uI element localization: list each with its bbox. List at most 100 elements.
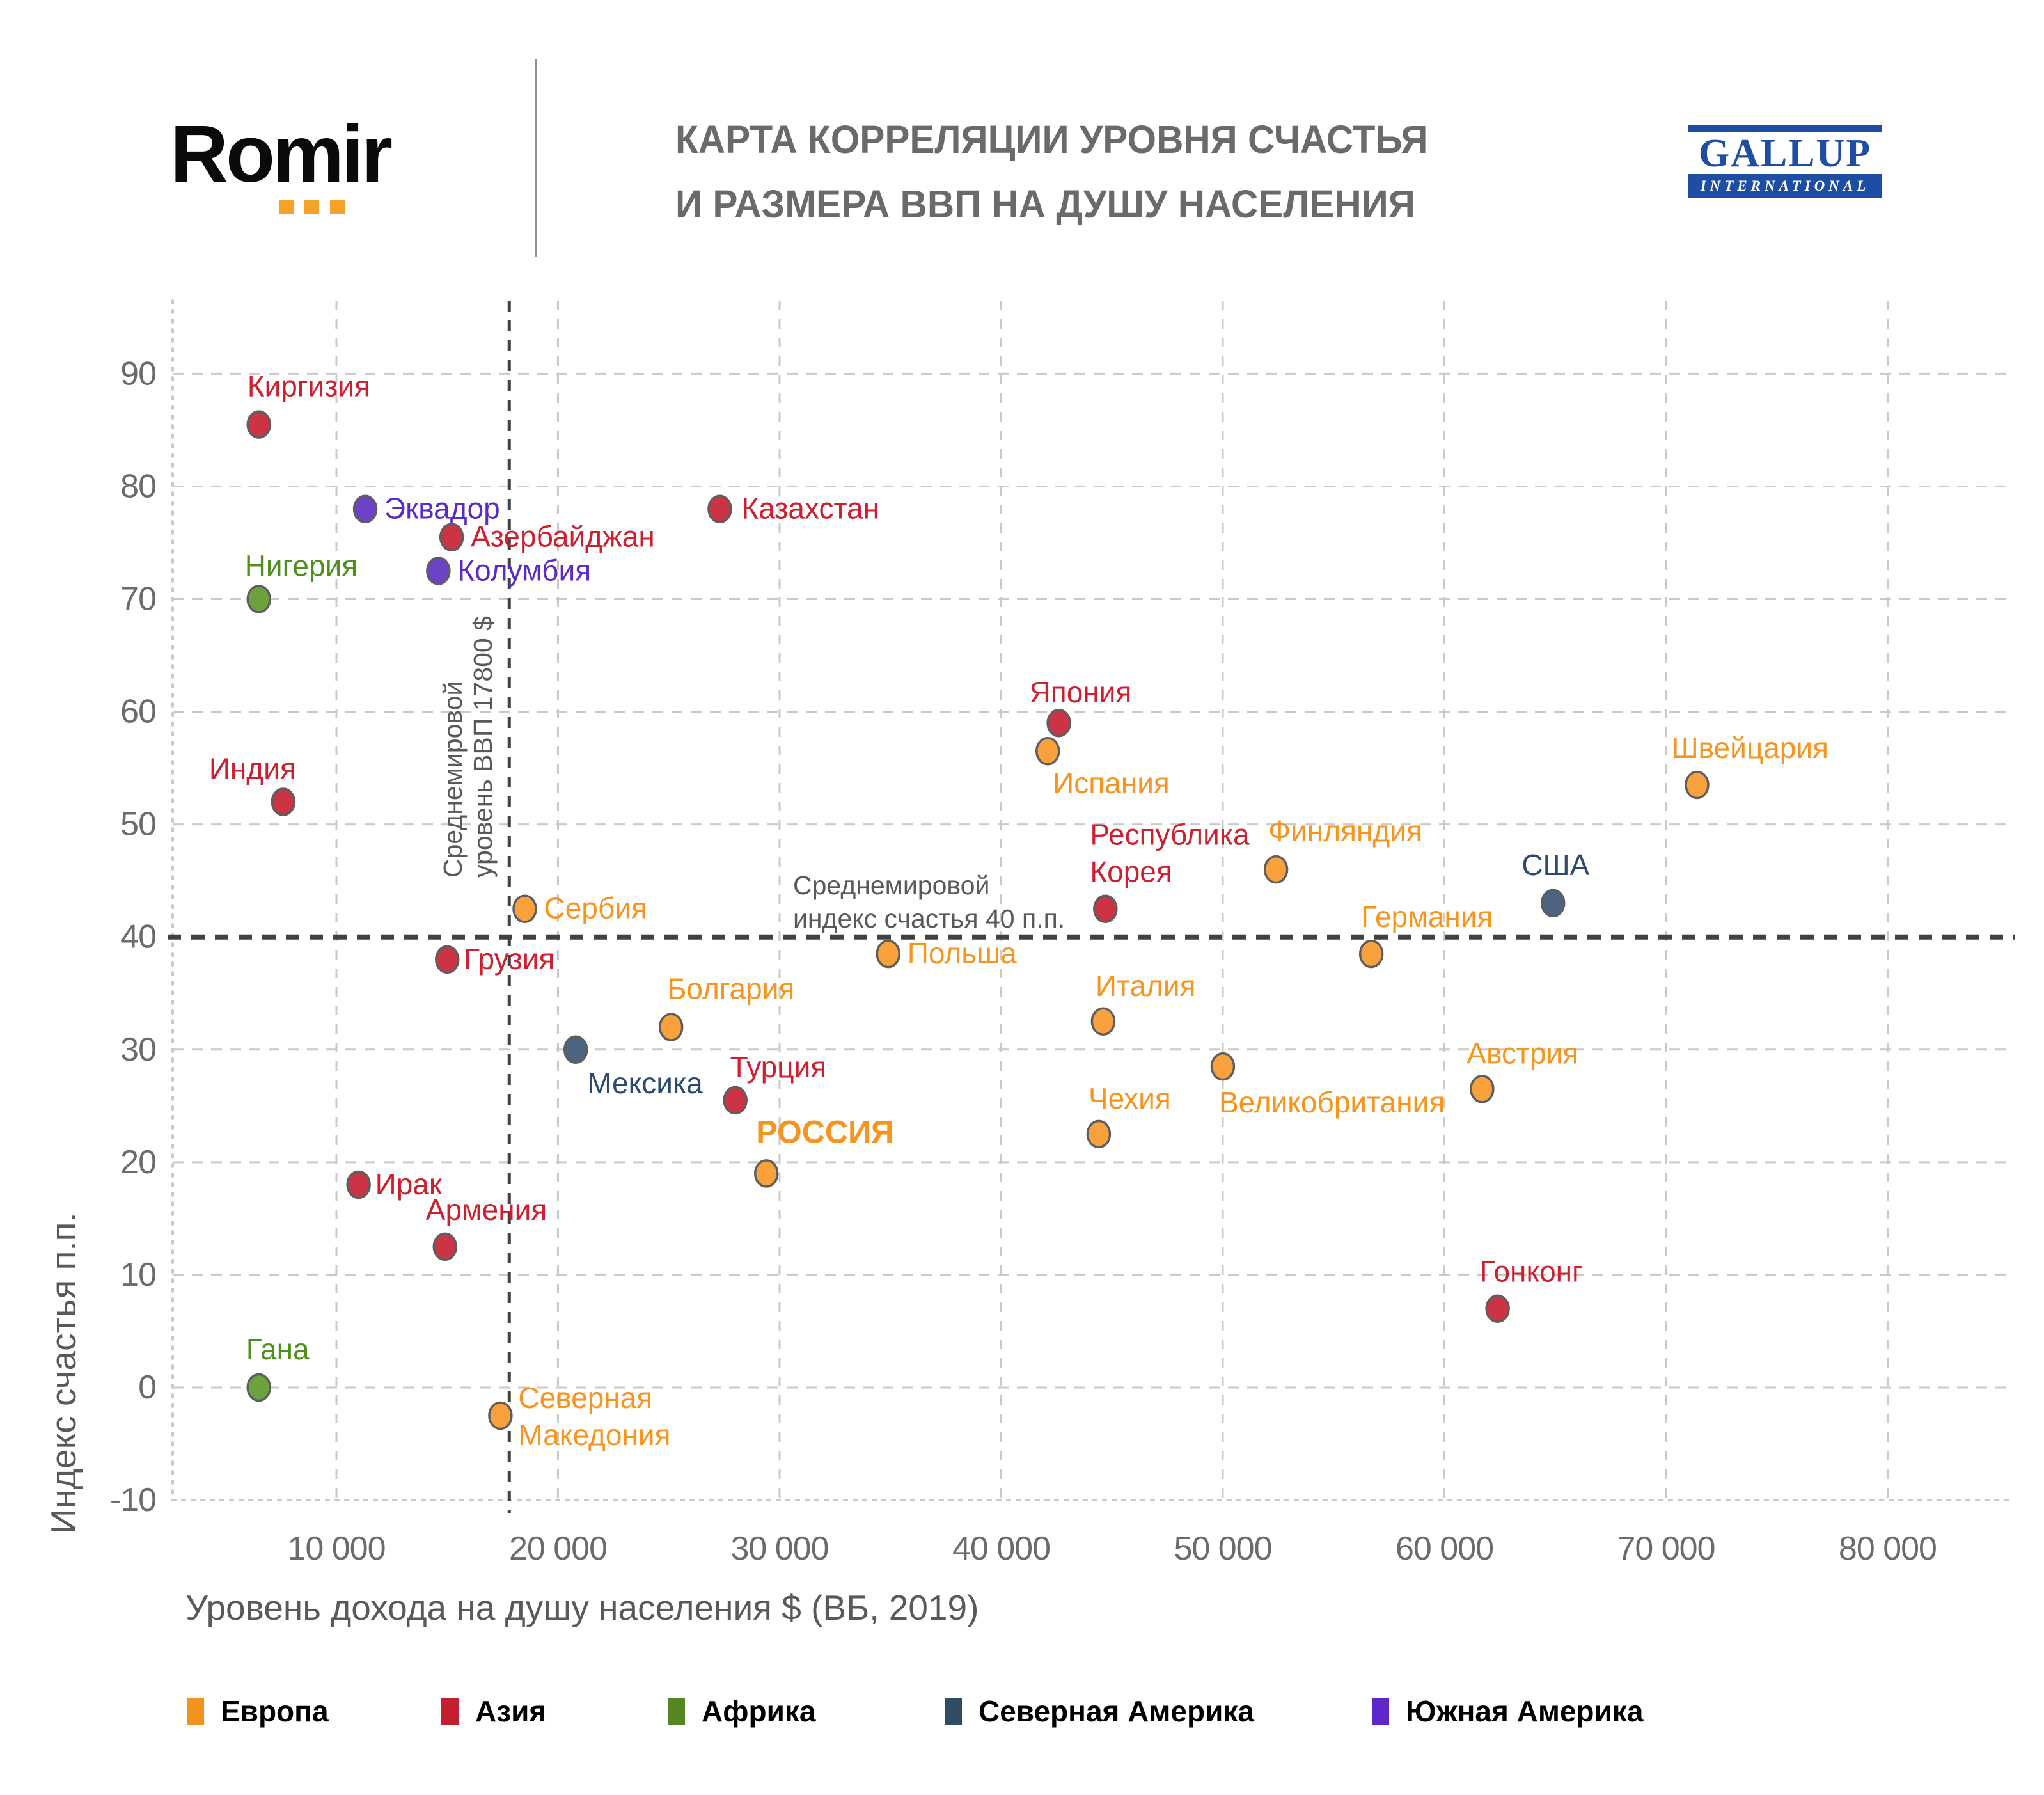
legend-swatch-north-america: [945, 1698, 962, 1725]
point-label-turkey: Турция: [730, 1050, 827, 1084]
data-point-kazakhstan: [707, 494, 732, 523]
y-tick-label-50: 50: [120, 806, 156, 843]
romir-dot: [279, 200, 294, 214]
point-label-bulgaria: Болгария: [667, 972, 794, 1006]
legend-item-europe: Европа: [187, 1694, 329, 1728]
x-tick-label-80000: 80 000: [1839, 1530, 1937, 1567]
legend-item-south-america: Южная Америка: [1372, 1694, 1643, 1728]
point-label-switzerland: Швейцария: [1671, 731, 1828, 764]
data-point-armenia: [432, 1232, 458, 1261]
point-label-germany: Германия: [1361, 900, 1493, 933]
point-label-kyrgyzstan: Киргизия: [248, 370, 370, 403]
data-point-ghana: [246, 1373, 271, 1402]
legend-item-africa: Африка: [668, 1694, 815, 1728]
point-label-finland: Финляндия: [1268, 814, 1422, 848]
romir-logo-text: Romir: [170, 109, 393, 199]
y-tick-label-30: 30: [120, 1031, 156, 1068]
data-point-germany: [1358, 939, 1384, 969]
y-tick-label-60: 60: [120, 693, 156, 731]
x-tick-label-70000: 70 000: [1617, 1530, 1715, 1567]
data-point-north-macedonia: [488, 1401, 513, 1430]
point-label-italy: Италия: [1096, 969, 1196, 1002]
y-tick-label--10: -10: [110, 1482, 156, 1519]
point-label-colombia: Колумбия: [457, 554, 591, 587]
x-tick-label-50000: 50 000: [1174, 1530, 1271, 1567]
point-label-nigeria: Нигерия: [245, 550, 358, 583]
data-point-serbia: [512, 894, 537, 923]
data-point-poland: [876, 939, 901, 969]
point-label-uk: Великобритания: [1219, 1086, 1445, 1119]
data-point-bulgaria: [658, 1013, 684, 1041]
data-point-colombia: [426, 557, 451, 585]
point-label-usa: США: [1521, 848, 1589, 882]
avg-gdp-annotation: Среднемировойуровень ВВП 17800 $: [438, 616, 498, 878]
data-point-spain: [1035, 736, 1060, 766]
point-label-north-macedonia: Северная Македония: [518, 1381, 670, 1451]
legend-swatch-asia: [441, 1698, 459, 1725]
data-point-russia: [753, 1159, 779, 1188]
y-tick-label-0: 0: [138, 1369, 156, 1406]
point-label-iraq: Ирак: [375, 1167, 443, 1201]
legend-swatch-africa: [668, 1698, 685, 1725]
legend-label-africa: Африка: [702, 1695, 816, 1728]
legend-label-asia: Азия: [475, 1695, 547, 1728]
point-label-south-korea: Республика Корея: [1090, 818, 1250, 889]
data-point-georgia: [434, 945, 460, 974]
point-label-poland: Польша: [908, 937, 1017, 970]
y-axis-title: Индекс счастья п.п.: [43, 1212, 83, 1534]
x-tick-label-40000: 40 000: [952, 1530, 1050, 1567]
x-tick-label-60000: 60 000: [1395, 1530, 1493, 1567]
header-divider: [535, 59, 537, 257]
point-label-ghana: Гана: [246, 1332, 310, 1366]
page-title-line2: И РАЗМЕРА ВВП НА ДУШУ НАСЕЛЕНИЯ: [675, 182, 1415, 226]
point-label-spain: Испания: [1053, 766, 1170, 800]
data-point-iraq: [346, 1170, 371, 1199]
y-tick-label-70: 70: [120, 581, 156, 618]
data-point-nigeria: [246, 585, 271, 613]
legend-item-north-america: Северная Америка: [945, 1694, 1254, 1728]
data-point-austria: [1470, 1075, 1495, 1103]
legend-label-europe: Европа: [221, 1695, 329, 1728]
x-tick-label-20000: 20 000: [509, 1530, 607, 1567]
romir-logo-dots: [170, 200, 390, 214]
point-label-serbia: Сербия: [544, 892, 647, 925]
chart-legend: Европа Азия Африка Северная Америка Южна…: [0, 0, 2044, 1728]
point-label-india: Индия: [209, 752, 296, 785]
x-tick-label-30000: 30 000: [730, 1530, 828, 1567]
legend-item-asia: Азия: [441, 1694, 546, 1728]
gallup-logo-subtitle: INTERNATIONAL: [1688, 174, 1882, 198]
data-point-hong-kong: [1485, 1294, 1510, 1323]
y-tick-label-10: 10: [120, 1256, 156, 1293]
data-point-italy: [1090, 1007, 1116, 1036]
legend-swatch-europe: [187, 1698, 204, 1725]
point-label-mexico: Мексика: [587, 1066, 703, 1100]
y-tick-label-80: 80: [120, 468, 156, 505]
data-point-kyrgyzstan: [246, 410, 271, 439]
y-tick-label-90: 90: [120, 355, 156, 392]
data-point-switzerland: [1685, 770, 1710, 800]
romir-dot: [330, 200, 345, 214]
point-label-hong-kong: Гонконг: [1480, 1255, 1583, 1288]
legend-label-south-america: Южная Америка: [1406, 1695, 1644, 1728]
avg-happiness-annotation-line1: Среднемировой: [793, 871, 989, 900]
x-tick-label-10000: 10 000: [287, 1530, 385, 1567]
point-label-japan: Япония: [1030, 676, 1132, 709]
legend-swatch-south-america: [1372, 1698, 1389, 1725]
point-label-georgia: Грузия: [464, 942, 554, 976]
data-point-ecuador: [352, 494, 378, 523]
gallup-logo: GALLUP INTERNATIONAL: [1688, 125, 1882, 198]
point-label-czech-republic: Чехия: [1089, 1082, 1171, 1115]
data-point-uk: [1210, 1052, 1236, 1081]
data-point-czech-republic: [1086, 1119, 1112, 1149]
data-point-south-korea: [1093, 894, 1118, 923]
data-point-japan: [1046, 708, 1071, 738]
point-label-ecuador: Эквадор: [384, 492, 500, 525]
point-label-austria: Австрия: [1466, 1036, 1578, 1070]
data-point-turkey: [723, 1086, 748, 1115]
avg-happiness-annotation-line2: индекс счастья 40 п.п.: [793, 904, 1065, 933]
x-axis-title: Уровень дохода на душу населения $ (ВБ, …: [185, 1588, 979, 1627]
romir-dot: [304, 200, 319, 214]
page-title: КАРТА КОРРЕЛЯЦИИ УРОВНЯ СЧАСТЬЯ И РАЗМЕР…: [675, 107, 1427, 236]
page-title-line1: КАРТА КОРРЕЛЯЦИИ УРОВНЯ СЧАСТЬЯ: [675, 118, 1428, 161]
